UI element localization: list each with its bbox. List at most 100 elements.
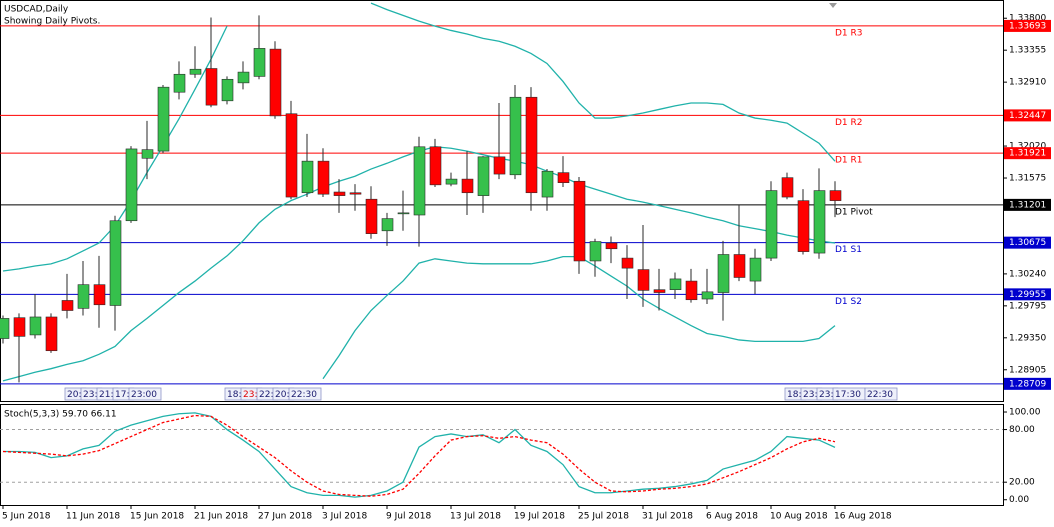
x-tick-label: 5 Jun 2018 — [2, 512, 51, 522]
candle-body — [237, 71, 250, 84]
pivot-price-label: 1.28709 — [1009, 379, 1046, 389]
pivot-price-box — [1004, 236, 1051, 249]
y-tick-label: 80.00 — [1009, 425, 1035, 435]
x-tick-label: 10 Aug 2018 — [770, 512, 828, 522]
candle-body — [749, 257, 762, 282]
y-tick-label: 1.29795 — [1009, 301, 1046, 311]
session-box — [128, 387, 162, 401]
x-tick-label: 6 Aug 2018 — [706, 512, 758, 522]
x-tick-label: 19 Jul 2018 — [514, 512, 565, 522]
candle-body — [717, 254, 730, 293]
candle-body — [589, 241, 602, 262]
candle-body — [109, 220, 122, 306]
session-label: 18: — [227, 390, 241, 400]
price-plot — [0, 2, 1003, 385]
candle-body — [45, 316, 58, 352]
pivot-price-box — [1004, 147, 1051, 160]
candle-body — [797, 200, 810, 252]
candle-body — [365, 198, 378, 234]
x-tick-label: 16 Aug 2018 — [834, 512, 892, 522]
candle-body — [173, 73, 186, 93]
candle-body — [77, 284, 90, 309]
session-label: 23: — [83, 390, 97, 400]
x-tick-label: 11 Jun 2018 — [66, 512, 120, 522]
pivot-price-label: 1.31921 — [1009, 149, 1046, 159]
x-tick-label: 3 Jul 2018 — [322, 512, 367, 522]
candle-body — [221, 78, 234, 102]
pivot-price-box — [1004, 109, 1051, 122]
y-tick-label: 1.33355 — [1009, 46, 1046, 56]
pivot-price-box — [1004, 377, 1051, 390]
candle-body — [0, 318, 10, 339]
pivot-price-label: 1.29955 — [1009, 290, 1046, 300]
x-tick-label: 25 Jul 2018 — [578, 512, 629, 522]
x-tick-label: 27 Jun 2018 — [258, 512, 312, 522]
y-tick-label: 1.31575 — [1009, 174, 1046, 184]
candle-body — [429, 146, 442, 186]
pivot-label: D1 S2 — [835, 297, 862, 307]
candle-body — [701, 291, 714, 300]
y-tick-label: 20.00 — [1009, 478, 1035, 488]
candle-body — [157, 86, 170, 152]
y-tick-label: 1.28905 — [1009, 365, 1046, 375]
candle-body — [29, 316, 42, 336]
stoch-plot — [0, 412, 1003, 498]
candle-body — [637, 269, 650, 291]
candle-body — [381, 218, 394, 232]
y-tick-label: 1.33800 — [1009, 14, 1046, 24]
session-label: 22: — [259, 390, 273, 400]
candle-body — [93, 284, 106, 306]
y-tick-label: 0.00 — [1009, 495, 1029, 505]
session-label: 23: — [243, 390, 257, 400]
candle-body — [509, 96, 522, 176]
session-label: 22:30 — [867, 390, 893, 400]
candle-body — [829, 190, 842, 201]
session-label: 23: — [803, 390, 817, 400]
candle-body — [253, 48, 266, 77]
session-box — [864, 387, 898, 401]
session-box — [288, 387, 322, 401]
pivot-label: D1 R2 — [835, 118, 863, 128]
session-label: 20: — [67, 390, 81, 400]
candle-body — [413, 146, 426, 216]
session-label: 18: — [787, 390, 801, 400]
x-tick-label: 15 Jun 2018 — [130, 512, 184, 522]
candle-body — [573, 180, 586, 262]
candle-body — [557, 172, 570, 183]
y-tick-label: 1.30240 — [1009, 269, 1046, 279]
candle-body — [653, 289, 666, 293]
candle-body — [605, 242, 618, 250]
candle-body — [205, 68, 218, 106]
candle-body — [189, 68, 202, 75]
candle-body — [621, 257, 634, 269]
indicator-line — [3, 412, 836, 498]
candle-body — [269, 48, 282, 117]
pivot-price-label: 1.33693 — [1009, 21, 1046, 31]
candle-body — [541, 170, 554, 198]
pivot-price-label: 1.30675 — [1009, 238, 1046, 248]
candle-body — [397, 212, 410, 215]
candle-body — [765, 190, 778, 259]
price-panel-frame — [0, 0, 1004, 402]
candle-body — [61, 300, 74, 311]
chart-title: Stoch(5,3,3) 59.70 66.11 — [4, 410, 117, 420]
candle-body — [493, 156, 506, 175]
y-tick-label: 1.29350 — [1009, 333, 1046, 343]
session-label: 22:30 — [291, 390, 317, 400]
session-label: 20: — [275, 390, 289, 400]
pivot-price-label: 1.31201 — [1009, 200, 1046, 210]
pivot-label: D1 Pivot — [835, 207, 873, 217]
candle-body — [349, 192, 362, 195]
candle-body — [781, 177, 794, 198]
candle-body — [733, 254, 746, 278]
chart-subtitle: Showing Daily Pivots. — [4, 17, 100, 27]
candle-body — [141, 149, 154, 159]
candle-body — [477, 156, 490, 196]
x-tick-label: 21 Jun 2018 — [194, 512, 248, 522]
session-label: 23: — [819, 390, 833, 400]
pivot-price-box — [1004, 288, 1051, 301]
candle-body — [445, 178, 458, 185]
x-tick-label: 9 Jul 2018 — [386, 512, 431, 522]
candle-body — [333, 191, 346, 196]
